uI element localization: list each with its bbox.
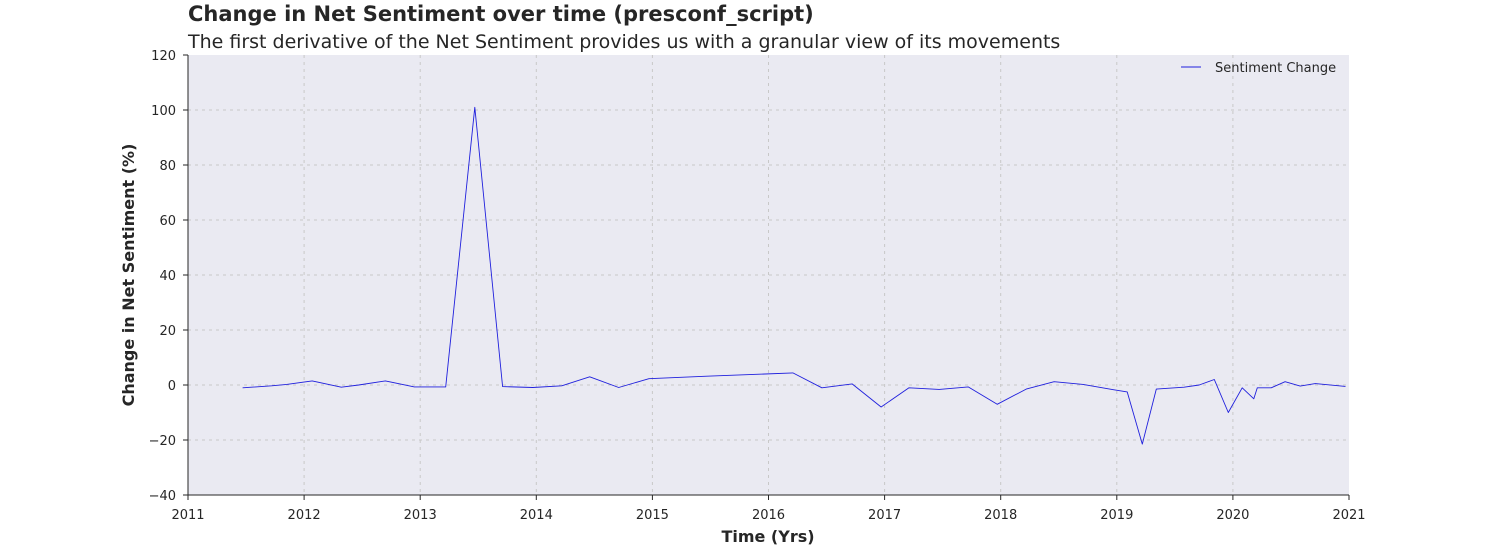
chart-subtitle: The first derivative of the Net Sentimen… — [187, 31, 1060, 53]
series-layer — [242, 106, 1346, 445]
grid-lines — [188, 55, 1349, 495]
y-axis-ticks: −40 −20 0 20 40 60 80 100 120 — [149, 49, 188, 504]
y-axis-label: Change in Net Sentiment (%) — [119, 144, 138, 407]
x-axis-ticks: 2011 2012 2013 2014 2015 2016 2017 2018 2019 2020… — [171, 495, 1366, 523]
x-axis-label: Time (Yrs) — [721, 527, 814, 546]
x-tick-label: 2019 — [1100, 508, 1133, 523]
x-tick-label: 2021 — [1332, 508, 1365, 523]
series-line-sentiment-change — [242, 106, 1346, 445]
x-tick-label: 2017 — [868, 508, 901, 523]
y-tick-label: 60 — [159, 214, 176, 229]
y-tick-label: −40 — [149, 489, 176, 504]
y-tick-label: 100 — [151, 104, 176, 119]
x-tick-label: 2018 — [984, 508, 1017, 523]
x-tick-label: 2012 — [288, 508, 321, 523]
y-tick-label: 120 — [151, 49, 176, 64]
y-tick-label: 20 — [159, 324, 176, 339]
chart-title: Change in Net Sentiment over time (presc… — [188, 2, 814, 26]
x-tick-label: 2015 — [636, 508, 669, 523]
y-tick-label: 40 — [159, 269, 176, 284]
x-tick-label: 2011 — [171, 508, 204, 523]
x-tick-label: 2013 — [404, 508, 437, 523]
legend: Sentiment Change — [1181, 61, 1336, 76]
legend-label: Sentiment Change — [1215, 61, 1336, 76]
y-tick-label: 0 — [168, 379, 176, 394]
x-tick-label: 2016 — [752, 508, 785, 523]
y-tick-label: 80 — [159, 159, 176, 174]
x-tick-label: 2020 — [1216, 508, 1249, 523]
y-tick-label: −20 — [149, 434, 176, 449]
x-tick-label: 2014 — [520, 508, 553, 523]
